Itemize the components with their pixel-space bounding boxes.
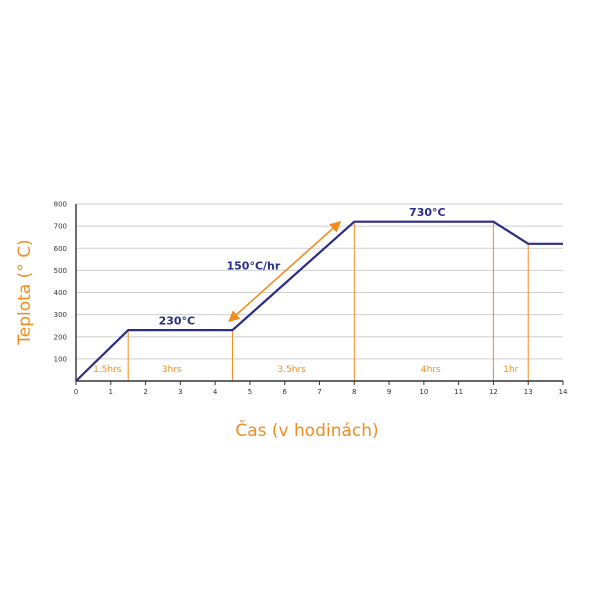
- phase-label-4: 1hr: [503, 365, 518, 375]
- x-tick-label-4: 4: [213, 388, 218, 396]
- x-tick-label-14: 14: [559, 388, 568, 396]
- y-tick-label-700: 700: [54, 223, 67, 231]
- x-tick-label-10: 10: [419, 388, 428, 396]
- phase-label-1: 3hrs: [162, 365, 182, 375]
- x-axis-title: Čas (v hodinách): [235, 419, 378, 441]
- rate-arrow: [228, 220, 342, 323]
- annotation-1: 730°C: [409, 206, 446, 219]
- x-tick-label-3: 3: [178, 388, 182, 396]
- x-tick-label-7: 7: [317, 388, 321, 396]
- y-tick-label-600: 600: [54, 245, 67, 253]
- x-tick-label-1: 1: [109, 388, 113, 396]
- x-tick-label-0: 0: [74, 388, 78, 396]
- y-tick-label-800: 800: [54, 201, 67, 209]
- x-tick-label-6: 6: [282, 388, 287, 396]
- y-tick-label-400: 400: [54, 289, 67, 297]
- x-tick-label-11: 11: [454, 388, 463, 396]
- x-tick-label-12: 12: [489, 388, 498, 396]
- y-tick-label-100: 100: [54, 355, 67, 363]
- x-tick-label-13: 13: [524, 388, 533, 396]
- x-tick-label-8: 8: [352, 388, 356, 396]
- phase-boundaries: [127, 221, 529, 381]
- y-tick-label-300: 300: [54, 311, 67, 319]
- phase-label-2: 3.5hrs: [277, 365, 306, 375]
- phase-label-0: 1.5hrs: [93, 365, 122, 375]
- annotation-0: 230°C: [159, 315, 196, 328]
- grid-lines: [76, 203, 563, 360]
- y-axis-title: Teplota (° C): [15, 239, 35, 345]
- axes: [75, 204, 564, 385]
- series-layer: [75, 220, 564, 382]
- phase-label-3: 4hrs: [421, 365, 441, 375]
- y-tick-label-500: 500: [54, 267, 67, 275]
- x-tick-label-9: 9: [387, 388, 391, 396]
- series-line-0: [75, 220, 563, 382]
- y-tick-label-200: 200: [54, 333, 67, 341]
- annotation-2: 150°C/hr: [227, 259, 281, 272]
- x-tick-label-5: 5: [248, 388, 252, 396]
- x-tick-label-2: 2: [143, 388, 147, 396]
